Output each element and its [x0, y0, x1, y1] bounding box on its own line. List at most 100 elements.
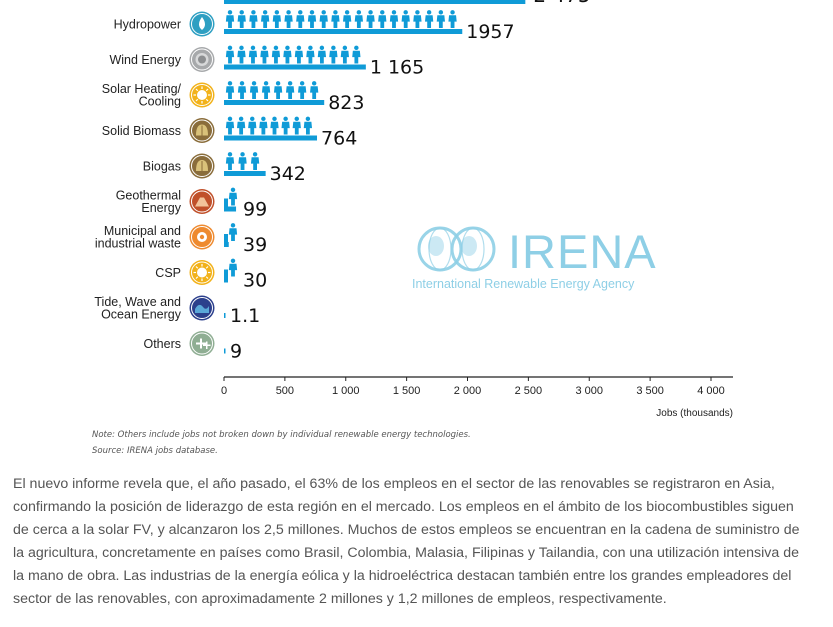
category-label: Municipal and industrial waste	[95, 224, 181, 251]
person-icon	[413, 10, 422, 28]
person-icon	[261, 81, 271, 99]
person-icon	[366, 10, 375, 28]
sun-icon	[189, 260, 215, 285]
person-icon	[292, 116, 301, 135]
bar	[224, 135, 318, 141]
person-icon	[236, 116, 246, 135]
bar-row: Municipal and industrial waste 39	[95, 223, 267, 256]
person-icon	[340, 45, 349, 64]
person-icon	[249, 81, 259, 99]
bar-row: Hydropower 1957	[114, 10, 515, 43]
person-icon	[270, 116, 279, 135]
bar-stub	[224, 198, 228, 212]
person-icon	[281, 116, 290, 135]
person-icon	[329, 45, 338, 64]
x-tick-label: 4 000	[697, 385, 725, 397]
person-icon	[343, 10, 352, 28]
bar-row: Solar Heating/Cooling 823	[102, 81, 364, 114]
person-icon	[228, 258, 238, 277]
bars-layer: 2 475 Hydropower 1957 Wind Energy 1 165 Solar…	[94, 0, 591, 363]
bar	[224, 206, 237, 212]
category-label: Solid Biomass	[102, 124, 181, 138]
bar-row: Biogas 342	[143, 152, 306, 185]
person-icon	[248, 116, 257, 135]
person-icon	[259, 116, 268, 135]
person-icon	[261, 10, 270, 28]
wind-icon	[189, 47, 215, 72]
category-label: Biogas	[143, 160, 181, 174]
leaf-icon	[189, 153, 215, 179]
bar-value-label: 1 165	[370, 57, 424, 79]
bar-row: Wind Energy 1 165	[109, 45, 424, 79]
person-icon	[424, 10, 434, 28]
person-icon	[237, 45, 246, 64]
bar-value-label: 1957	[466, 21, 514, 43]
person-icon	[436, 10, 445, 28]
person-icon	[271, 45, 281, 64]
person-icon	[225, 10, 235, 28]
person-icon	[273, 81, 283, 99]
x-tick-label: 1 500	[393, 385, 421, 397]
bar	[224, 348, 226, 354]
person-icon	[284, 10, 293, 28]
bar-value-label: 99	[243, 199, 267, 221]
person-icon	[283, 45, 292, 64]
person-icon	[238, 152, 247, 170]
bar	[224, 29, 463, 34]
category-label: Wind Energy	[109, 53, 181, 67]
leaf-icon	[189, 118, 215, 143]
category-label: CSP	[155, 266, 181, 280]
bar-value-label: 9	[230, 341, 242, 363]
x-axis: 0 500 1 000 1 500 2 000 2 500 3 000 3 500 4 000 J…	[221, 376, 733, 419]
person-icon	[225, 81, 235, 99]
person-icon	[249, 10, 258, 28]
sun-icon	[189, 82, 215, 108]
person-icon	[294, 45, 304, 64]
volcano-icon	[189, 189, 215, 214]
person-icon	[248, 45, 258, 64]
bar-partial-value-label: 2 475	[533, 0, 590, 7]
bar-row: Solid Biomass 764	[102, 116, 357, 150]
chart-note: Note: Others include jobs not broken dow…	[92, 430, 471, 440]
bar-value-label: 39	[243, 234, 267, 256]
person-icon	[260, 45, 269, 64]
person-icon	[389, 10, 399, 28]
person-icon	[228, 223, 238, 241]
person-icon	[225, 116, 235, 135]
bar	[224, 100, 325, 105]
bar-row: Others 9	[143, 331, 242, 363]
plus-icon	[189, 331, 215, 356]
bar-row: Tide, Wave and Ocean Energy 1.1	[94, 295, 260, 327]
bar	[224, 171, 266, 176]
bar	[224, 64, 366, 70]
x-tick-label: 2 000	[454, 385, 482, 397]
bar-value-label: 764	[321, 128, 357, 150]
category-label: Tide, Wave and Ocean Energy	[94, 295, 181, 322]
x-tick-label: 2 500	[515, 385, 543, 397]
category-label: Geothermal Energy	[116, 189, 182, 216]
x-tick-label: 0	[221, 385, 227, 397]
waste-icon	[189, 224, 215, 250]
x-tick-label: 3 000	[575, 385, 603, 397]
bar-value-label: 1.1	[230, 305, 260, 327]
watermark-subtitle: International Renewable Energy Agency	[412, 277, 635, 291]
bar-partial	[224, 0, 526, 4]
bar-stub	[224, 234, 228, 247]
chart-source: Source: IRENA jobs database.	[92, 446, 218, 456]
x-axis-title: Jobs (thousands)	[656, 408, 733, 419]
category-label: Others	[143, 337, 181, 351]
wave-icon	[189, 295, 215, 321]
person-icon	[298, 81, 307, 99]
person-icon	[272, 10, 281, 28]
person-icon	[250, 152, 260, 170]
watermark-title: IRENA	[508, 225, 657, 278]
person-icon	[296, 10, 305, 28]
bar-row: CSP 30	[155, 258, 267, 292]
x-tick-label: 3 500	[636, 385, 664, 397]
person-icon	[354, 10, 363, 28]
person-icon	[237, 81, 247, 99]
person-icon	[303, 116, 313, 135]
person-icon	[225, 152, 235, 170]
person-icon	[378, 10, 387, 28]
